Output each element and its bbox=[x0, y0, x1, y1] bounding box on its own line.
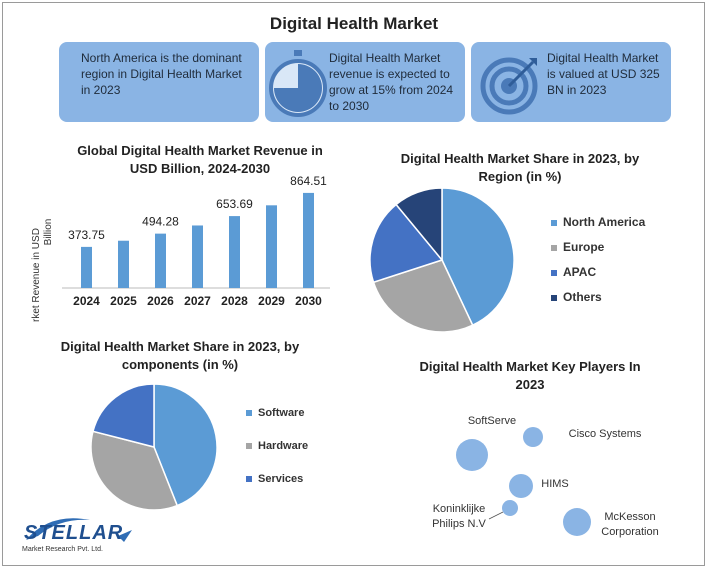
legend-item-others: Others bbox=[551, 290, 602, 304]
components-pie-chart bbox=[90, 383, 218, 511]
legend-label: APAC bbox=[563, 265, 597, 279]
legend-label: North America bbox=[563, 215, 646, 229]
stopwatch-icon bbox=[269, 50, 327, 117]
y-axis-label-line1: Market Revenue in USD bbox=[31, 228, 42, 322]
label-hims: HIMS bbox=[541, 478, 569, 490]
x-tick-label: 2024 bbox=[73, 294, 100, 308]
legend-label: Hardware bbox=[258, 440, 309, 452]
legend-swatch bbox=[551, 219, 557, 226]
label-mckesson: McKesson Corporation bbox=[590, 510, 670, 540]
region-pie-chart bbox=[369, 187, 515, 333]
x-tick-label: 2026 bbox=[147, 294, 174, 308]
kp-title-line2: 2023 bbox=[515, 377, 545, 392]
pie-slice-software bbox=[153, 383, 218, 507]
bar-2030 bbox=[303, 192, 314, 288]
bar-2027 bbox=[192, 225, 203, 288]
bar-data-label: 494.28 bbox=[142, 215, 179, 229]
pie-slice-hardware bbox=[90, 430, 179, 511]
logo-swoosh-icon bbox=[26, 518, 132, 542]
legend-swatch bbox=[551, 244, 557, 251]
target-icon bbox=[480, 57, 538, 115]
card-text: Digital Health Market is valued at USD 3… bbox=[547, 51, 660, 97]
bar-2024 bbox=[81, 246, 92, 288]
label-philips-line1: Koninklijke bbox=[432, 503, 486, 515]
legend-item-services: Services bbox=[246, 473, 303, 485]
legend-item-north-america: North America bbox=[551, 215, 645, 229]
pie-slice-others bbox=[395, 187, 443, 263]
info-card-valuation: Digital Health Market is valued at USD 3… bbox=[471, 42, 671, 122]
legend-swatch bbox=[551, 269, 557, 276]
pie-slice-north-america bbox=[441, 187, 515, 327]
components-title-line2: components (in %) bbox=[121, 357, 239, 372]
key-players-title: Digital Health Market Key Players In 202… bbox=[400, 358, 660, 394]
legend-label: Europe bbox=[563, 240, 605, 254]
bar-chart-title: Global Digital Health Market Revenue in … bbox=[60, 142, 340, 178]
legend-item-apac: APAC bbox=[551, 265, 596, 279]
legend-swatch bbox=[246, 410, 252, 417]
region-title-line2: Region (in %) bbox=[478, 169, 562, 184]
info-card-growth: Digital Health Market revenue is expecte… bbox=[265, 42, 465, 122]
pie-slice-europe bbox=[372, 259, 474, 333]
label-philips-line2: Philips N.V bbox=[432, 518, 486, 530]
components-pie-title: Digital Health Market Share in 2023, by … bbox=[40, 338, 320, 374]
x-tick-label: 2028 bbox=[221, 294, 248, 308]
bar-title-line1: Global Digital Health Market Revenue in bbox=[77, 143, 323, 158]
y-axis-label-line2: Billion bbox=[43, 219, 54, 246]
legend-item-software: Software bbox=[246, 407, 304, 419]
x-tick-label: 2029 bbox=[258, 294, 285, 308]
x-tick-label: 2025 bbox=[110, 294, 137, 308]
bar-2029 bbox=[266, 205, 277, 288]
legend-item-europe: Europe bbox=[551, 240, 604, 254]
legend-label: Services bbox=[258, 473, 304, 485]
logo-brand: STELLAR bbox=[24, 522, 124, 544]
legend-swatch bbox=[246, 476, 252, 483]
label-softserve: SoftServe bbox=[467, 415, 517, 427]
info-card-north-america: North America is the dominant region in … bbox=[59, 42, 259, 122]
region-title-line1: Digital Health Market Share in 2023, by bbox=[400, 151, 640, 166]
pie-slice-services bbox=[92, 383, 155, 448]
logo-subtitle: Market Research Pvt. Ltd. bbox=[22, 546, 103, 553]
card-text: Digital Health Market revenue is expecte… bbox=[329, 51, 454, 113]
label-mckesson-line1: McKesson bbox=[604, 511, 656, 523]
label-mckesson-line2: Corporation bbox=[601, 526, 659, 538]
stellar-logo: STELLAR Market Research Pvt. Ltd. bbox=[20, 510, 140, 560]
bar-title-line2: USD Billion, 2024-2030 bbox=[129, 161, 271, 176]
legend-swatch bbox=[551, 294, 557, 301]
bar-data-label: 373.75 bbox=[68, 228, 105, 242]
bar-data-label: 653.69 bbox=[216, 197, 253, 211]
legend-label: Others bbox=[563, 290, 602, 304]
card-text: North America is the dominant region in … bbox=[81, 51, 242, 97]
bar-chart: Market Revenue in USD Billion 2024 373.75… bbox=[31, 174, 330, 322]
x-tick-label: 2030 bbox=[295, 294, 322, 308]
legend-label: Software bbox=[258, 407, 305, 419]
legend-item-hardware: Hardware bbox=[246, 440, 308, 452]
x-tick-label: 2027 bbox=[184, 294, 211, 308]
legend-swatch bbox=[246, 443, 252, 450]
kp-title-line1: Digital Health Market Key Players In bbox=[419, 359, 641, 374]
bar-2025 bbox=[118, 240, 129, 288]
pie-slice-apac bbox=[369, 203, 444, 284]
bar-2028 bbox=[229, 216, 240, 288]
label-philips: Koninklijke Philips N.V bbox=[420, 502, 498, 532]
region-pie-title: Digital Health Market Share in 2023, by … bbox=[380, 150, 660, 186]
label-cisco: Cisco Systems bbox=[568, 428, 642, 440]
page-title: Digital Health Market bbox=[269, 14, 439, 33]
bar-data-label: 864.51 bbox=[290, 174, 327, 188]
components-title-line1: Digital Health Market Share in 2023, by bbox=[60, 339, 300, 354]
bar-2026 bbox=[155, 233, 166, 288]
